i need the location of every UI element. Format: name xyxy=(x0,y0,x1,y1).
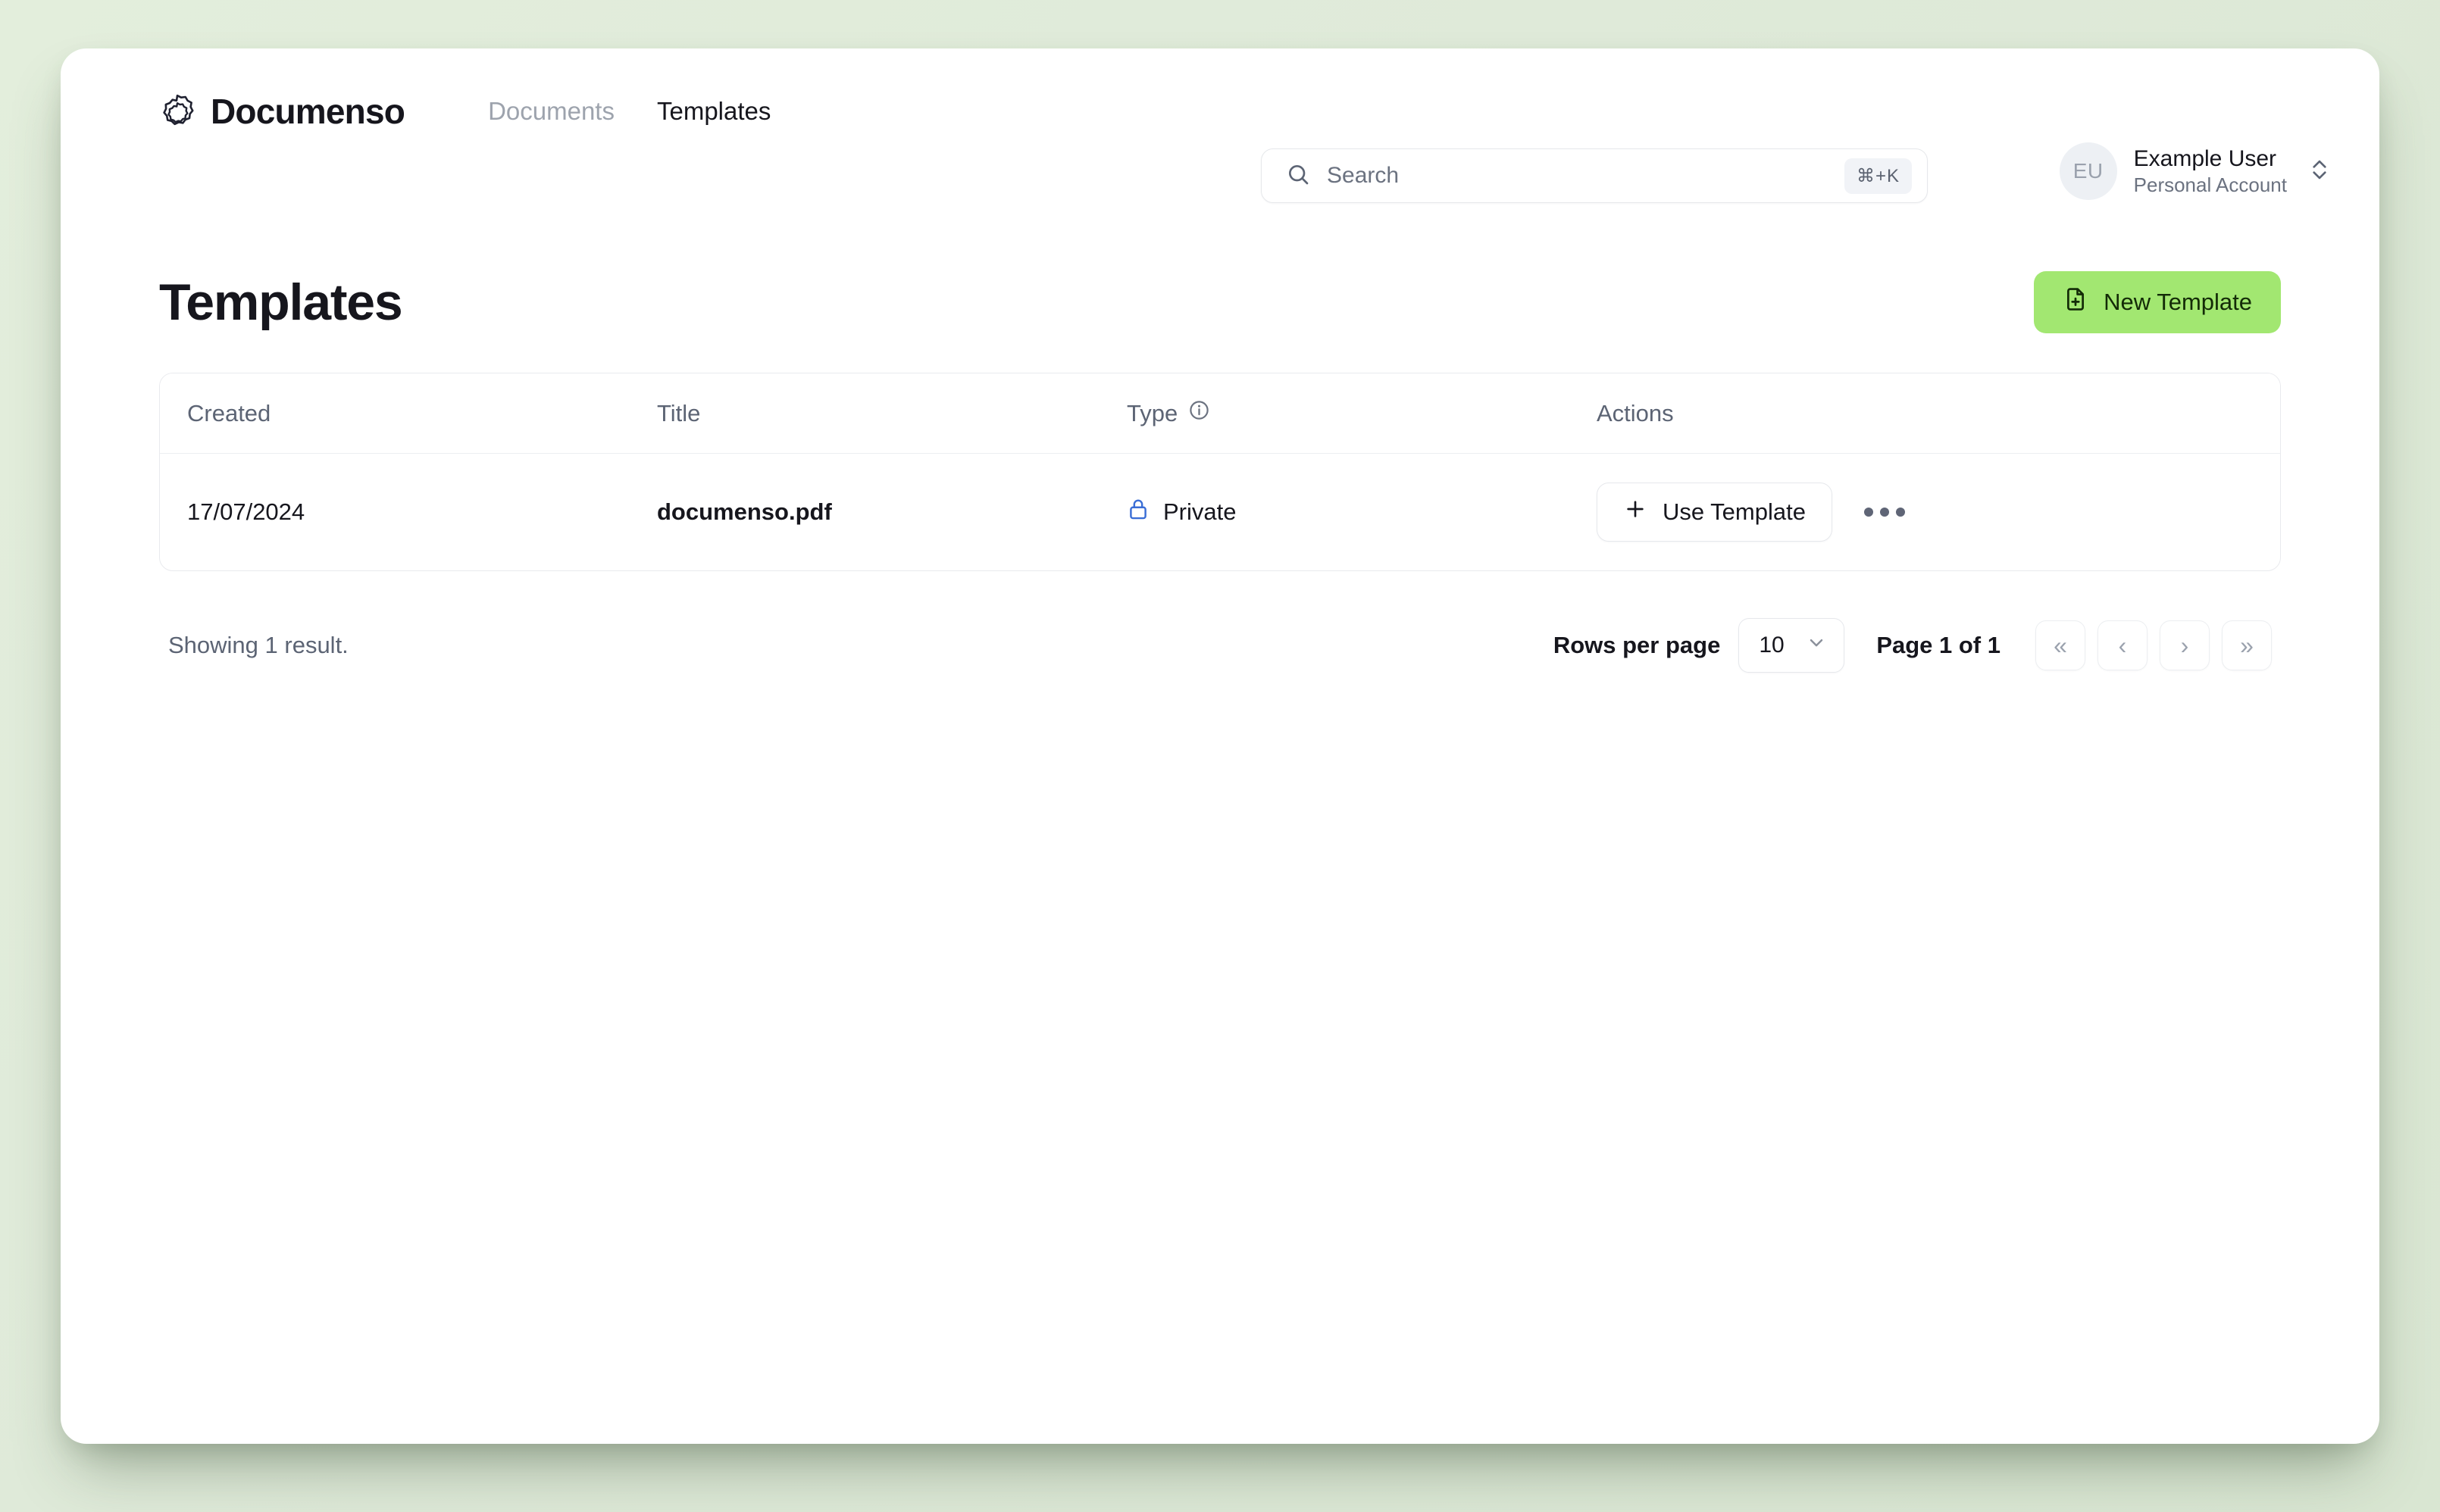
chevrons-up-down-icon[interactable] xyxy=(2304,157,2331,186)
cell-created: 17/07/2024 xyxy=(187,498,305,525)
plus-icon xyxy=(1623,497,1647,527)
documenso-seal-icon xyxy=(159,93,196,130)
search-placeholder: Search xyxy=(1327,163,1400,188)
pagination-previous-button[interactable]: ‹ xyxy=(2097,620,2148,670)
table-header-row: Created Title Type xyxy=(160,373,2280,454)
type-label: Private xyxy=(1163,498,1237,525)
page-indicator: Page 1 of 1 xyxy=(1876,632,2000,658)
search-wrap: Search ⌘+K xyxy=(1261,148,1928,203)
cell-title: documenso.pdf xyxy=(657,498,832,525)
brand-name: Documenso xyxy=(211,92,405,131)
cell-type: Private xyxy=(1100,454,1569,571)
ellipsis-dot xyxy=(1879,508,1889,517)
pagination-next-button[interactable]: › xyxy=(2160,620,2210,670)
ellipsis-dot xyxy=(1863,508,1873,517)
search-icon xyxy=(1286,162,1310,190)
table-row[interactable]: 17/07/2024 documenso.pdf Priva xyxy=(160,454,2280,571)
new-template-button-label: New Template xyxy=(2104,289,2252,315)
ellipsis-icon[interactable] xyxy=(1853,500,1916,524)
rows-per-page-select[interactable]: 10 xyxy=(1738,618,1845,673)
new-template-button[interactable]: New Template xyxy=(2034,271,2281,333)
search-shortcut-badge: ⌘+K xyxy=(1844,158,1912,194)
account-text: Example User Personal Account xyxy=(2134,146,2287,196)
chevron-down-icon xyxy=(1806,632,1827,659)
column-header-title[interactable]: Title xyxy=(630,373,1100,454)
rows-per-page-value: 10 xyxy=(1759,633,1785,658)
file-plus-icon xyxy=(2063,286,2088,318)
nav-item-templates[interactable]: Templates xyxy=(656,97,771,125)
ellipsis-dot xyxy=(1895,508,1905,517)
templates-table: Created Title Type xyxy=(160,373,2280,570)
lock-icon xyxy=(1127,497,1150,527)
main-nav: Documents Templates xyxy=(488,97,771,126)
column-header-type[interactable]: Type xyxy=(1100,373,1569,454)
result-count: Showing 1 result. xyxy=(168,632,349,658)
page-title: Templates xyxy=(159,273,403,331)
table-body: 17/07/2024 documenso.pdf Priva xyxy=(160,454,2280,571)
column-header-title-label: Title xyxy=(657,399,701,426)
table-footer: Showing 1 result. Rows per page 10 Page … xyxy=(159,618,2281,673)
pagination-buttons: « ‹ › » xyxy=(2035,620,2272,670)
account-subtitle: Personal Account xyxy=(2133,173,2287,196)
table-head: Created Title Type xyxy=(160,373,2280,454)
column-header-created-label: Created xyxy=(187,399,271,426)
brand[interactable]: Documenso xyxy=(159,91,405,132)
cell-actions: Use Template xyxy=(1569,454,2280,571)
column-header-actions: Actions xyxy=(1569,373,2280,454)
account-switcher[interactable]: EU Example User Personal Account xyxy=(2059,142,2331,200)
column-header-created[interactable]: Created xyxy=(160,373,630,454)
app-header: Documenso Documents Templates Search ⌘+K… xyxy=(61,48,2379,203)
info-icon[interactable] xyxy=(1188,399,1210,427)
column-header-type-label: Type xyxy=(1127,399,1178,426)
page-head: Templates New Template xyxy=(159,271,2281,333)
account-name: Example User xyxy=(2133,146,2277,172)
templates-table-card: Created Title Type xyxy=(159,373,2281,571)
avatar: EU xyxy=(2059,142,2117,200)
pagination-controls: Rows per page 10 Page 1 of 1 « ‹ › » xyxy=(1553,618,2272,673)
column-header-actions-label: Actions xyxy=(1597,399,1674,426)
app-window: Documenso Documents Templates Search ⌘+K… xyxy=(61,48,2379,1444)
rows-per-page-label: Rows per page xyxy=(1553,632,1721,658)
pagination-last-button[interactable]: » xyxy=(2222,620,2272,670)
use-template-button[interactable]: Use Template xyxy=(1597,483,1832,542)
nav-item-documents[interactable]: Documents xyxy=(488,97,615,125)
search-input[interactable]: Search ⌘+K xyxy=(1261,148,1928,203)
page-content: Templates New Template xyxy=(61,271,2379,673)
pagination-first-button[interactable]: « xyxy=(2035,620,2085,670)
use-template-button-label: Use Template xyxy=(1663,498,1806,525)
